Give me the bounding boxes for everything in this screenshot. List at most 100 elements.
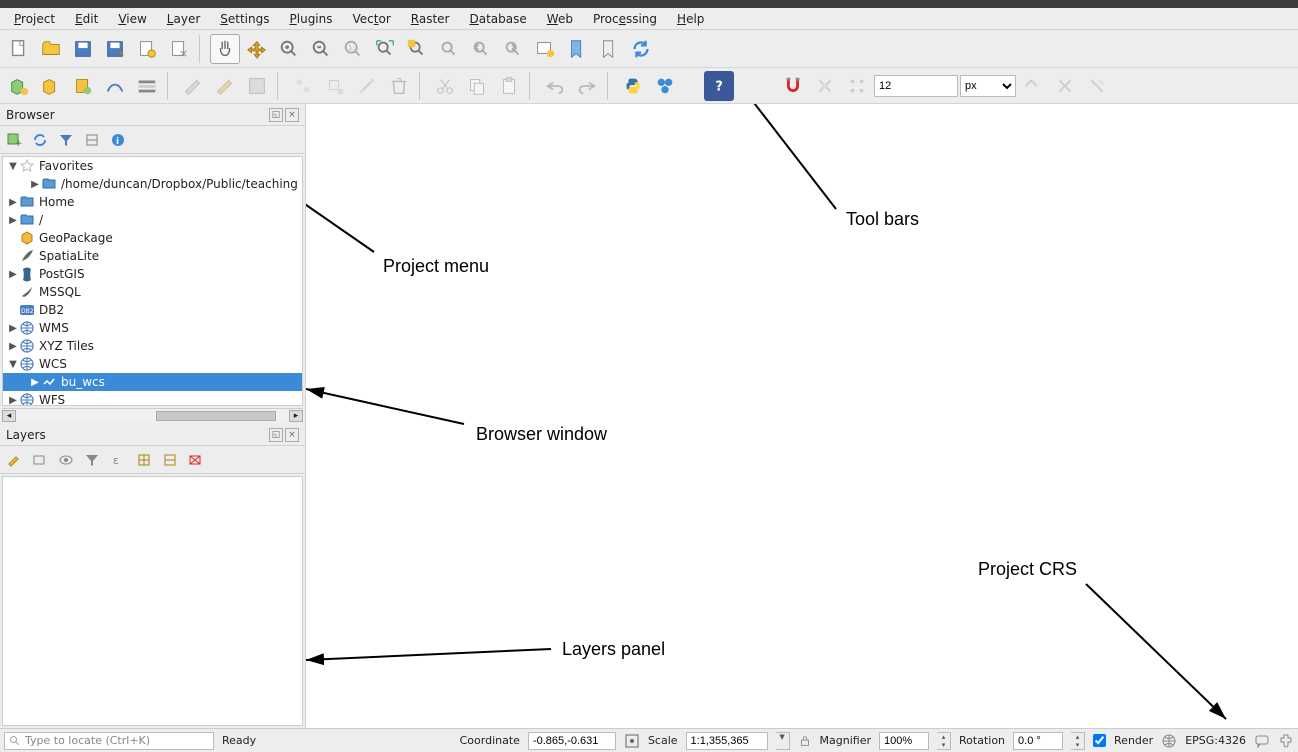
processing-toolbox-button[interactable] [650,71,680,101]
browser-item--[interactable]: ▶/ [3,211,302,229]
browser-properties-button[interactable]: i [108,130,128,150]
crs-label[interactable]: EPSG:4326 [1185,734,1246,747]
zoom-layer-button[interactable] [434,34,464,64]
hscroll-left-icon[interactable]: ◂ [2,410,16,422]
scale-dropdown-button[interactable]: ▼ [776,732,790,750]
browser-item-wms[interactable]: ▶WMS [3,319,302,337]
delete-selected-button[interactable] [384,71,414,101]
magnifier-input[interactable] [879,732,929,750]
copy-button[interactable] [462,71,492,101]
browser-hscroll[interactable]: ◂ ▸ [2,408,303,422]
browser-item-spatialite[interactable]: SpatiaLite [3,247,302,265]
pan-to-selection-button[interactable] [242,34,272,64]
undo-button[interactable] [540,71,570,101]
menu-project[interactable]: Project [6,10,63,28]
tree-arrow-icon[interactable]: ▶ [7,323,19,334]
browser-item-favorites[interactable]: ▼Favorites [3,157,302,175]
layers-remove-button[interactable] [186,450,206,470]
layers-expand-button[interactable] [134,450,154,470]
layers-visibility-button[interactable] [56,450,76,470]
node-tool-button[interactable] [352,71,382,101]
new-shapefile-button[interactable] [36,71,66,101]
render-checkbox[interactable] [1093,734,1106,747]
menu-edit[interactable]: Edit [67,10,106,28]
browser-add-layer-button[interactable]: + [4,130,24,150]
cut-button[interactable] [430,71,460,101]
lock-scale-icon[interactable] [798,734,812,748]
menu-layer[interactable]: Layer [159,10,208,28]
snap-toggle-button[interactable] [778,71,808,101]
tree-arrow-icon[interactable]: ▼ [7,161,19,172]
tree-arrow-icon[interactable]: ▶ [7,395,19,406]
plugins-icon[interactable] [1278,733,1294,749]
browser-close-button[interactable]: × [285,108,299,122]
tree-arrow-icon[interactable]: ▶ [7,215,19,226]
messages-icon[interactable] [1254,733,1270,749]
menu-help[interactable]: Help [669,10,712,28]
add-vector-layer-button[interactable] [4,71,34,101]
menu-settings[interactable]: Settings [212,10,277,28]
scale-input[interactable] [686,732,768,750]
pan-button[interactable] [210,34,240,64]
tree-arrow-icon[interactable]: ▶ [29,179,41,190]
python-console-button[interactable] [618,71,648,101]
save-project-button[interactable] [68,34,98,64]
topo-editing-button[interactable] [842,71,872,101]
toggle-editing-button[interactable] [210,71,240,101]
rotation-input[interactable] [1013,732,1063,750]
layers-style-button[interactable] [4,450,24,470]
layers-filter-button[interactable] [82,450,102,470]
layout-manager-button[interactable] [164,34,194,64]
zoom-last-button[interactable] [466,34,496,64]
browser-refresh-button[interactable] [30,130,50,150]
trace-button[interactable] [1018,71,1048,101]
menu-view[interactable]: View [110,10,154,28]
zoom-in-button[interactable] [274,34,304,64]
zoom-full-button[interactable] [370,34,400,64]
snap-options-button[interactable] [810,71,840,101]
paste-button[interactable] [494,71,524,101]
browser-item--home-duncan-dropbox-public-teaching[interactable]: ▶/home/duncan/Dropbox/Public/teaching [3,175,302,193]
browser-item-db2[interactable]: DB2DB2 [3,301,302,319]
tree-arrow-icon[interactable]: ▶ [7,269,19,280]
browser-item-geopackage[interactable]: GeoPackage [3,229,302,247]
add-delimited-text-button[interactable] [132,71,162,101]
vertex-button[interactable] [1050,71,1080,101]
vertex-segment-button[interactable] [1082,71,1112,101]
menu-plugins[interactable]: Plugins [282,10,341,28]
current-edits-button[interactable] [178,71,208,101]
browser-item-postgis[interactable]: ▶PostGIS [3,265,302,283]
menu-database[interactable]: Database [461,10,534,28]
browser-collapse-button[interactable] [82,130,102,150]
browser-filter-button[interactable] [56,130,76,150]
new-print-layout-button[interactable] [132,34,162,64]
zoom-selection-button[interactable] [402,34,432,64]
browser-item-mssql[interactable]: MSSQL [3,283,302,301]
browser-item-wcs[interactable]: ▼WCS [3,355,302,373]
redo-button[interactable] [572,71,602,101]
coordinate-input[interactable] [528,732,616,750]
new-geopackage-button[interactable] [68,71,98,101]
zoom-next-button[interactable] [498,34,528,64]
menu-web[interactable]: Web [539,10,581,28]
add-feature-button[interactable] [288,71,318,101]
snap-unit-select[interactable]: px [960,75,1016,97]
map-canvas[interactable]: Tool bars Project menu Browser window La… [306,104,1298,728]
save-as-button[interactable] [100,34,130,64]
tree-arrow-icon[interactable]: ▶ [7,341,19,352]
save-edits-button[interactable] [242,71,272,101]
hscroll-right-icon[interactable]: ▸ [289,410,303,422]
zoom-native-button[interactable]: 1:1 [338,34,368,64]
layers-expression-button[interactable]: ε [108,450,128,470]
tree-arrow-icon[interactable]: ▶ [7,197,19,208]
new-bookmark-button[interactable] [562,34,592,64]
browser-item-wfs[interactable]: ▶WFS [3,391,302,406]
zoom-out-button[interactable] [306,34,336,64]
crs-icon[interactable] [1161,733,1177,749]
layers-tree[interactable] [2,476,303,726]
snap-tolerance-input[interactable] [874,75,958,97]
menu-vector[interactable]: Vector [345,10,399,28]
browser-tree[interactable]: ▼Favorites▶/home/duncan/Dropbox/Public/t… [2,156,303,406]
add-virtual-layer-button[interactable] [100,71,130,101]
layers-undock-button[interactable]: ◱ [269,428,283,442]
